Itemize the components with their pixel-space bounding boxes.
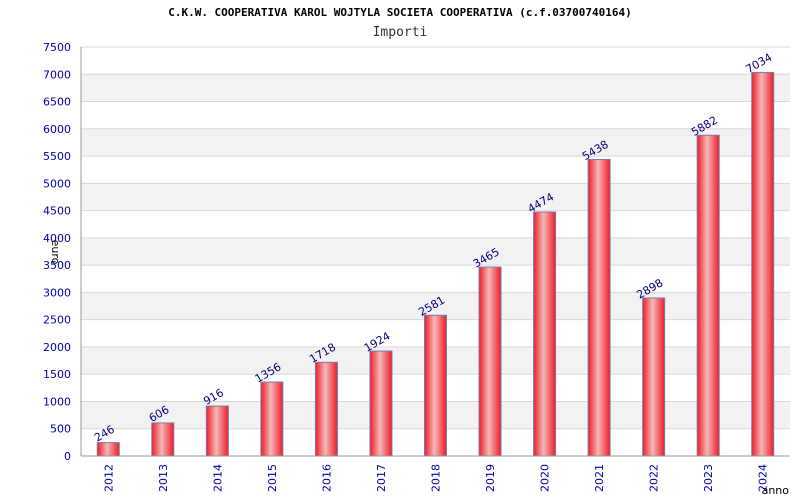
bar-2021 [587, 158, 611, 457]
bar-2013 [151, 422, 175, 457]
x-tick-label: 2015 [266, 464, 279, 492]
grid-band [81, 265, 790, 293]
x-tick-label: 2024 [757, 464, 770, 492]
bar-2023 [696, 134, 720, 457]
y-tick-label: 7000 [43, 68, 71, 81]
x-axis-label: anno [762, 484, 790, 497]
y-tick-label: 0 [64, 450, 71, 463]
y-tick-label: 3500 [43, 259, 71, 272]
grid-band [81, 74, 790, 102]
bar-2012 [96, 442, 120, 457]
y-axis-ticks: 0 500 1000 1500 2000 2500 3000 3500 4000 4500 5000… [43, 41, 71, 463]
grid-band [81, 156, 790, 184]
grid-band [81, 237, 790, 266]
y-tick-label: 4000 [43, 232, 71, 245]
y-tick-label: 5500 [43, 150, 71, 163]
x-axis-ticks: 2012 2013 2014 2015 2016 2017 2018 2019 2020 2021… [102, 464, 769, 492]
chart-title: C.K.W. COOPERATIVA KAROL WOJTYLA SOCIETA… [168, 6, 632, 19]
y-tick-label: 3000 [43, 286, 71, 299]
y-tick-label: 1000 [43, 395, 71, 408]
y-tick-label: 500 [50, 423, 71, 436]
x-tick-label: 2014 [211, 464, 224, 492]
x-tick-label: 2021 [593, 464, 606, 492]
y-tick-label: 6000 [43, 123, 71, 136]
bar-2022 [642, 297, 666, 457]
bar-2016 [314, 361, 338, 457]
bar-2019 [478, 266, 502, 457]
x-tick-label: 2023 [702, 464, 715, 492]
bar-2020 [533, 211, 557, 457]
bar-2024 [751, 71, 775, 457]
x-tick-label: 2012 [102, 464, 115, 492]
bar-2015 [260, 381, 284, 457]
y-tick-label: 5000 [43, 177, 71, 190]
x-tick-label: 2013 [157, 464, 170, 492]
x-tick-label: 2022 [648, 464, 661, 492]
y-tick-label: 4500 [43, 205, 71, 218]
x-tick-label: 2019 [484, 464, 497, 492]
grid-band [81, 101, 790, 129]
bar-2018 [424, 314, 447, 457]
bar-2017 [369, 350, 393, 457]
x-tick-label: 2016 [320, 464, 333, 492]
grid-band [81, 210, 790, 238]
x-tick-label: 2018 [430, 464, 443, 492]
grid-band [81, 47, 790, 75]
y-tick-label: 6500 [43, 96, 71, 109]
chart-subtitle: Importi [372, 25, 428, 40]
grid-band [81, 128, 790, 157]
grid-band [81, 183, 790, 211]
bar-2014 [205, 405, 229, 457]
gridlines [81, 46, 790, 457]
y-tick-label: 2500 [43, 314, 71, 327]
y-axis-label: euro [49, 240, 62, 265]
x-tick-label: 2020 [539, 464, 552, 492]
x-tick-label: 2017 [375, 464, 388, 492]
y-tick-label: 1500 [43, 368, 71, 381]
y-tick-label: 2000 [43, 341, 71, 354]
y-tick-label: 7500 [43, 41, 71, 54]
